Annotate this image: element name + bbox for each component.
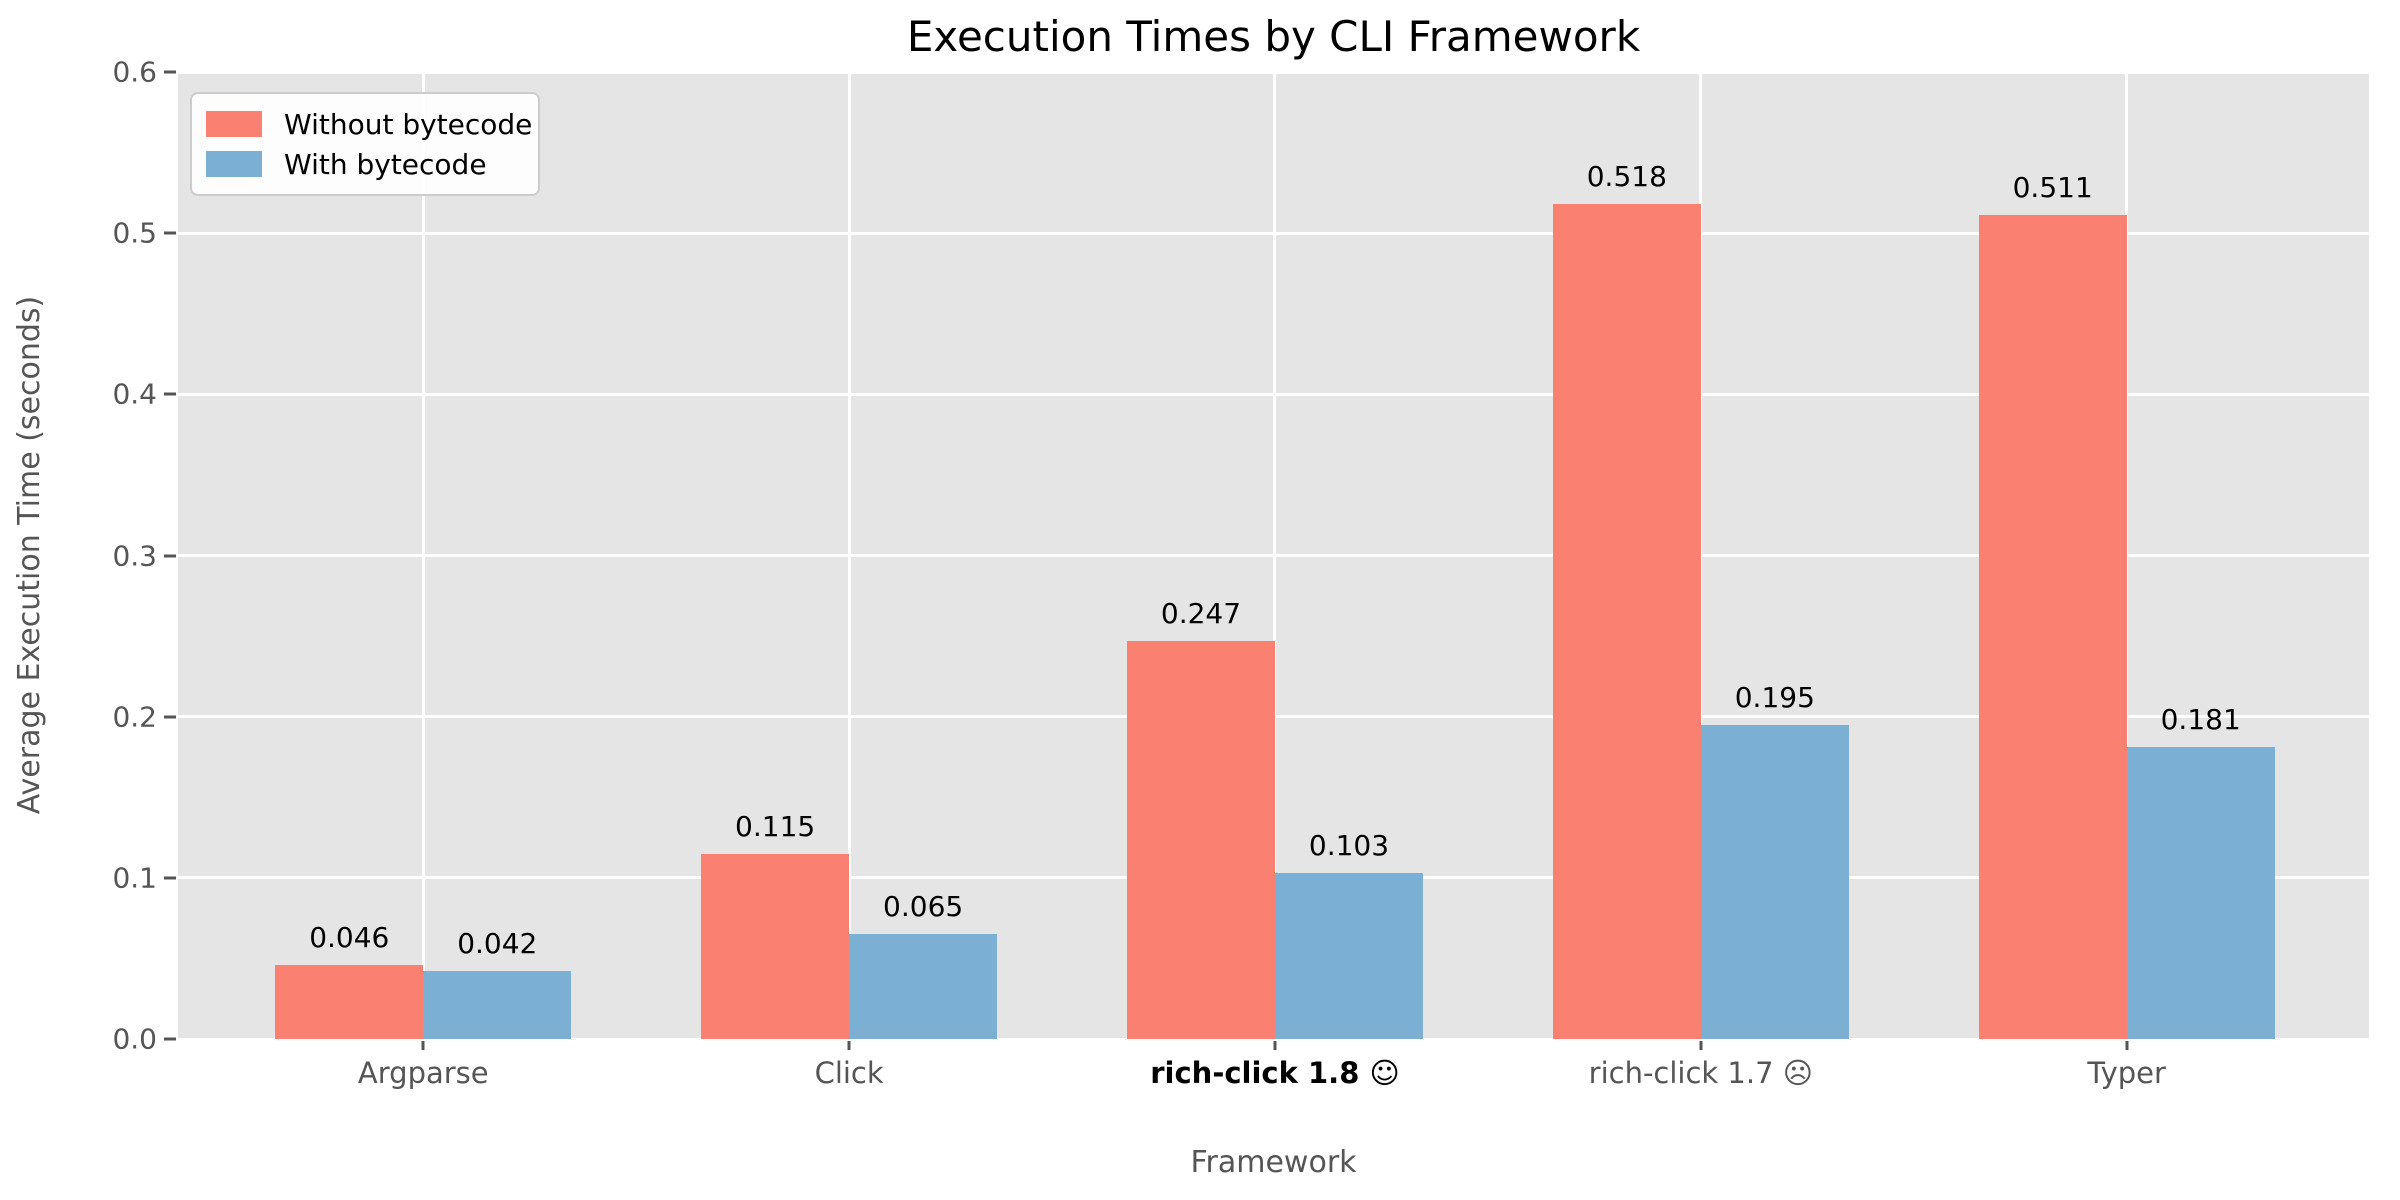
bar-value-label: 0.042: [457, 927, 538, 961]
y-tick-mark: [164, 231, 176, 235]
gridline-vertical: [1699, 72, 1703, 1039]
gridline-horizontal: [178, 1037, 2369, 1041]
gridline-vertical: [847, 72, 851, 1039]
chart-title: Execution Times by CLI Framework: [906, 12, 1641, 61]
bar-without-bytecode: [1126, 640, 1275, 1039]
x-tick-label: rich-click 1.8 ☺: [1150, 1056, 1400, 1090]
y-tick-label: 0.3: [112, 539, 157, 572]
y-tick-label: 0.5: [112, 216, 157, 250]
y-axis-title: Average Execution Time (seconds): [12, 295, 47, 815]
legend-label: Without bytecode: [284, 107, 533, 141]
legend-swatch-without-bytecode: [206, 111, 262, 137]
legend-entry-without-bytecode: Without bytecode: [206, 104, 532, 144]
gridline-vertical: [2125, 72, 2129, 1039]
y-tick-label: 0.2: [112, 700, 157, 734]
x-tick-mark: [847, 1039, 851, 1050]
bar-value-label: 0.247: [1160, 596, 1242, 630]
gridline-vertical: [421, 72, 425, 1039]
y-tick-mark: [164, 876, 176, 880]
bar-with-bytecode: [1700, 724, 1849, 1039]
bar-value-label: 0.195: [1734, 680, 1815, 714]
x-tick-label: Argparse: [357, 1056, 489, 1090]
y-tick-mark: [164, 70, 176, 74]
x-tick-mark: [2125, 1039, 2129, 1050]
legend-entry-with-bytecode: With bytecode: [206, 144, 524, 184]
gridline-vertical: [1273, 72, 1277, 1039]
x-tick-label: rich-click 1.7 ☹: [1588, 1056, 1814, 1090]
legend-label: With bytecode: [284, 147, 487, 181]
bar-value-label: 0.103: [1308, 828, 1390, 862]
bar-with-bytecode: [2126, 747, 2275, 1039]
y-tick-mark: [164, 392, 176, 396]
x-tick-mark: [1273, 1039, 1277, 1050]
x-tick-mark: [1699, 1039, 1703, 1050]
y-tick-mark: [164, 1037, 176, 1041]
y-tick-mark: [164, 715, 176, 719]
bar-with-bytecode: [423, 971, 572, 1039]
bar-value-label: 0.046: [309, 920, 390, 954]
x-axis-title: Framework: [1190, 1145, 1357, 1180]
bar-value-label: 0.181: [2160, 703, 2241, 737]
legend-swatch-with-bytecode: [206, 151, 262, 177]
bar-without-bytecode: [1552, 204, 1701, 1039]
legend: Without bytecode With bytecode: [190, 92, 540, 196]
bar-value-label: 0.518: [1586, 160, 1667, 194]
y-tick-label: 0.6: [112, 55, 157, 89]
bar-without-bytecode: [701, 853, 850, 1039]
bar-value-label: 0.065: [883, 890, 964, 924]
x-tick-mark: [421, 1039, 425, 1050]
x-tick-label: Click: [814, 1056, 884, 1090]
y-tick-mark: [164, 554, 176, 557]
y-tick-label: 0.1: [112, 861, 157, 895]
bar-value-label: 0.115: [735, 809, 816, 843]
bar-with-bytecode: [1274, 872, 1423, 1039]
y-tick-label: 0.0: [112, 1022, 157, 1056]
y-tick-label: 0.4: [112, 377, 157, 411]
bar-value-label: 0.511: [2012, 171, 2093, 205]
x-tick-label: Typer: [2087, 1056, 2166, 1090]
bar-without-bytecode: [275, 964, 424, 1039]
bar-without-bytecode: [1978, 215, 2127, 1039]
bar-with-bytecode: [849, 934, 998, 1039]
